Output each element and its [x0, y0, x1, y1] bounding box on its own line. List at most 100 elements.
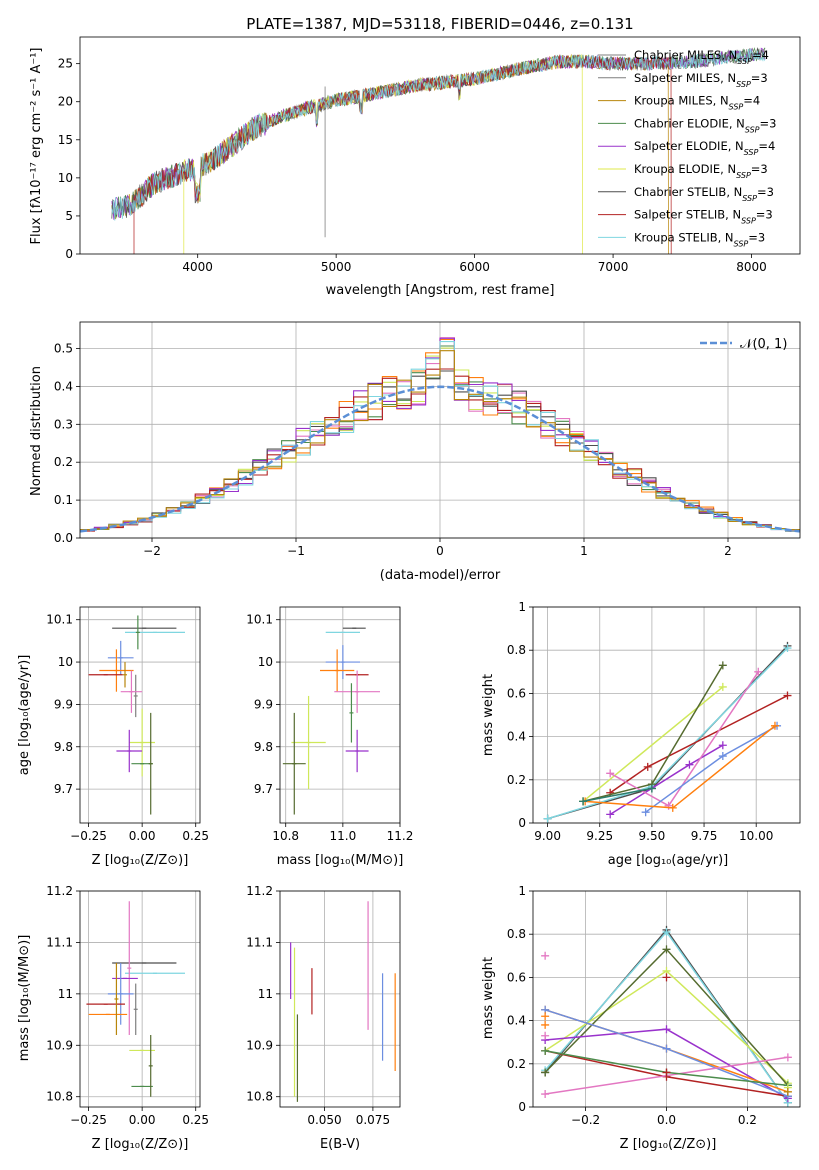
mw-age-marker — [664, 801, 673, 810]
spectrum-legend-label: Chabrier ELODIE, NSSP=3 — [634, 116, 776, 133]
mw-z-extra-marker-3 — [541, 1020, 550, 1029]
spectrum-axes: 4000 5000 6000 7000 8000 0 5 10 15 20 25 — [58, 36, 801, 274]
y-tick-label: 11.2 — [46, 884, 73, 898]
mass-vs-z-panel: Z [log₁₀(Z/Z⊙)] mass [log₁₀(M/M⊙)] −0.25… — [17, 884, 209, 1152]
mw-age-marker — [543, 814, 552, 823]
y-tick-label: 0.5 — [54, 342, 73, 356]
x-tick-label: −0.2 — [571, 1113, 600, 1127]
y-tick-label: 0.2 — [507, 773, 526, 787]
mw-z-extra-marker-2 — [541, 1012, 550, 1021]
residual-legend: 𝒩(0, 1) — [700, 337, 787, 352]
spectrum-lines — [111, 47, 766, 255]
y-tick-label: 10.8 — [46, 1090, 73, 1104]
x-tick-label: 0.2 — [738, 1113, 757, 1127]
x-tick-label: −1 — [287, 544, 305, 558]
mw-z-marker — [541, 1090, 550, 1099]
spectrum-legend-label: Kroupa ELODIE, NSSP=3 — [634, 162, 768, 180]
spectrum-xlabel: wavelength [Angstrom, rest frame] — [326, 283, 555, 298]
mw-age-marker — [718, 752, 727, 761]
y-tick-label: 9.8 — [254, 740, 273, 754]
y-tick-label: 0.4 — [507, 730, 526, 744]
age-mass-xlabel: mass [log₁₀(M/M⊙)] — [277, 853, 404, 868]
age-vs-z-panel: Z [log₁₀(Z/Z⊙)] age [log₁₀(age/yr)] −0.2… — [17, 606, 209, 868]
y-tick-label: 11.1 — [46, 935, 73, 949]
mw-age-marker — [783, 691, 792, 700]
y-tick-label: 9.9 — [54, 697, 73, 711]
y-tick-label: 0.8 — [507, 643, 526, 657]
mw-age-marker — [718, 682, 727, 691]
axes-frame — [79, 606, 201, 824]
mw-age-marker — [718, 661, 727, 670]
spectrum-line-9 — [111, 48, 766, 221]
axes-frame — [532, 890, 801, 1108]
residual-histogram-9 — [80, 350, 800, 531]
x-tick-label: −0.25 — [70, 1113, 107, 1127]
mw-age-marker — [579, 797, 588, 806]
y-tick-label: 10.1 — [246, 613, 273, 627]
residual-panel: (data-model)/error Normed distribution −… — [29, 321, 801, 583]
age-vs-mass-panel: mass [log₁₀(M/M⊙)] 10.8 11.0 11.2 9.7 9.8 9.9… — [246, 606, 414, 868]
y-tick-label: 10 — [58, 655, 73, 669]
y-tick-label: 20 — [58, 95, 73, 109]
x-tick-label: 9.25 — [586, 829, 613, 843]
x-tick-label: 0.0 — [657, 1113, 676, 1127]
mw-age-marker — [643, 762, 652, 771]
residual-legend-label: 𝒩(0, 1) — [740, 337, 787, 352]
mw-age-ylabel: mass weight — [481, 674, 496, 756]
y-tick-label: 0 — [65, 247, 73, 261]
x-tick-label: 0 — [436, 544, 444, 558]
x-tick-label: −0.25 — [70, 829, 107, 843]
y-tick-label: 10.9 — [46, 1038, 73, 1052]
mass-z-ylabel: mass [log₁₀(M/M⊙)] — [17, 935, 32, 1062]
spectrum-title: PLATE=1387, MJD=53118, FIBERID=0446, z=0… — [246, 15, 633, 33]
y-tick-label: 10 — [258, 655, 273, 669]
x-tick-label: 0.25 — [182, 829, 209, 843]
residual-axes — [79, 321, 801, 539]
mw-z-ylabel: mass weight — [481, 957, 496, 1039]
x-tick-label: 11.2 — [387, 829, 414, 843]
y-tick-label: 0 — [518, 1100, 526, 1114]
residual-ylabel: Normed distribution — [29, 366, 44, 496]
mw-z-extra-marker-8 — [783, 1087, 792, 1096]
x-tick-label: 9.75 — [691, 829, 718, 843]
spectrum-legend-label: Chabrier MILES, NSSP=4 — [634, 48, 769, 66]
axes-frame — [79, 36, 801, 255]
mw-age-marker — [770, 721, 779, 730]
x-tick-label: 5000 — [321, 260, 352, 274]
y-tick-label: 0.6 — [507, 970, 526, 984]
mw-z-xlabel: Z [log₁₀(Z/Z⊙)] — [620, 1137, 717, 1152]
mw-age-marker — [718, 741, 727, 750]
mw-z-marker — [541, 1068, 550, 1077]
mw-age-xlabel: age [log₁₀(age/yr)] — [608, 853, 729, 868]
mw-age-marker — [641, 808, 650, 817]
y-tick-label: 1 — [518, 884, 526, 898]
spectrum-panel: PLATE=1387, MJD=53118, FIBERID=0446, z=0… — [29, 15, 801, 298]
mw-age-marker — [606, 769, 615, 778]
x-tick-label: 10.00 — [739, 829, 773, 843]
x-tick-label: 6000 — [459, 260, 490, 274]
x-tick-label: 2 — [724, 544, 732, 558]
mw-age-series-10 — [582, 787, 653, 803]
x-tick-label: 11.0 — [329, 829, 356, 843]
y-tick-label: 5 — [65, 209, 73, 223]
spectrum-ylabel: Flux [fλ10⁻¹⁷ erg cm⁻² s⁻¹ A⁻¹] — [29, 48, 44, 245]
mw-age-marker — [606, 788, 615, 797]
spectrum-legend-label: Kroupa STELIB, NSSP=3 — [634, 230, 765, 248]
axes-frame — [79, 321, 801, 539]
spectrum-legend: Chabrier MILES, NSSP=4 Salpeter MILES, NS… — [598, 48, 776, 248]
x-tick-label: 9.00 — [534, 829, 561, 843]
mw-age-marker — [606, 810, 615, 819]
y-tick-label: 0.0 — [54, 531, 73, 545]
y-tick-label: 0.4 — [507, 1014, 526, 1028]
y-tick-label: 0.2 — [507, 1057, 526, 1071]
residual-xlabel: (data-model)/error — [380, 568, 501, 583]
mw-age-series-4 — [582, 686, 724, 802]
spectrum-legend-label: Salpeter ELODIE, NSSP=4 — [634, 139, 775, 157]
age-z-ylabel: age [log₁₀(age/yr)] — [17, 655, 32, 776]
y-tick-label: 10.1 — [46, 613, 73, 627]
x-tick-label: 0.00 — [129, 1113, 156, 1127]
axes-frame — [279, 890, 401, 1108]
x-tick-label: 9.50 — [639, 829, 666, 843]
y-tick-label: 0.3 — [54, 417, 73, 431]
y-tick-label: 25 — [58, 57, 73, 71]
